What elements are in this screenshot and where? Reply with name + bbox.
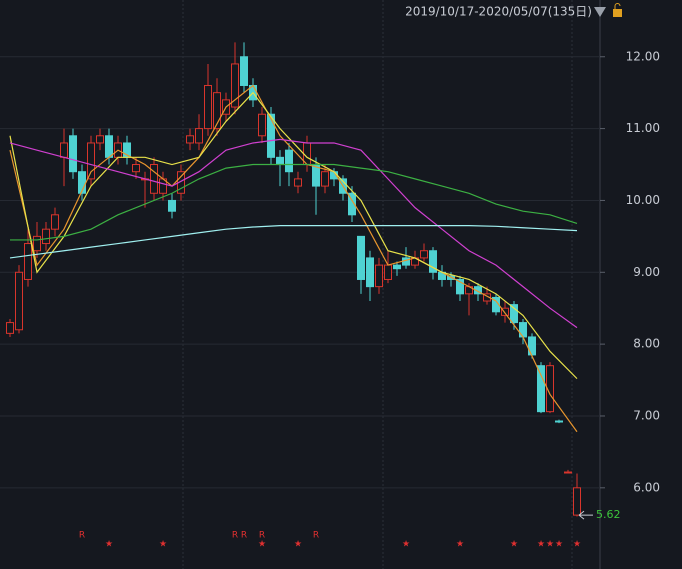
- candle-body: [69, 135, 77, 173]
- candle-body: [366, 257, 374, 288]
- candle-body: [357, 235, 365, 280]
- candle-body: [546, 365, 554, 413]
- signal-marker: ★: [546, 540, 554, 550]
- candle-body: [87, 142, 95, 180]
- signal-marker: ★: [573, 540, 581, 550]
- y-tick-label: 9.00: [633, 265, 660, 279]
- candle-body: [60, 142, 68, 158]
- signal-marker: ★: [510, 540, 518, 550]
- candle-body: [240, 56, 248, 86]
- candle-body: [429, 250, 437, 273]
- candle-body: [96, 135, 104, 144]
- signal-marker: ★: [294, 540, 302, 550]
- candle-body: [321, 171, 329, 187]
- candle-body: [348, 192, 356, 216]
- signal-marker: R: [313, 531, 319, 541]
- candle-body: [501, 307, 509, 316]
- candle-body: [195, 128, 203, 144]
- y-tick-label: 11.00: [626, 121, 660, 135]
- signal-marker: R: [241, 531, 247, 541]
- candle-body: [456, 278, 464, 295]
- candle-body: [537, 365, 545, 413]
- y-tick-label: 8.00: [633, 337, 660, 351]
- candle-body: [105, 135, 113, 158]
- signal-marker: ★: [159, 540, 167, 550]
- candle-body: [510, 304, 518, 324]
- moving-average: [9, 84, 578, 433]
- candle-body: [384, 264, 392, 280]
- signal-marker: ★: [456, 540, 464, 550]
- moving-average: [9, 138, 578, 329]
- candle-body: [186, 135, 194, 144]
- candle-body: [204, 84, 212, 130]
- moving-average: [10, 163, 578, 241]
- signal-marker: ★: [105, 540, 113, 550]
- y-tick-label: 6.00: [633, 480, 660, 494]
- signal-marker: R: [232, 531, 238, 541]
- last-price: 5.62: [596, 508, 621, 521]
- candle-body: [285, 149, 293, 173]
- candle-body: [15, 271, 23, 331]
- candle-body: [168, 199, 176, 212]
- candle-body: [258, 113, 266, 137]
- candle-body: [42, 228, 50, 245]
- candle-body: [24, 243, 32, 280]
- signal-marker: R: [79, 531, 85, 541]
- y-tick-label: 12.00: [626, 49, 660, 63]
- lock-icon[interactable]: [613, 9, 622, 17]
- candle-body: [51, 214, 59, 230]
- range-label[interactable]: 2019/10/17-2020/05/07(135日): [405, 5, 592, 19]
- signal-marker: R: [259, 531, 265, 541]
- candle-body: [132, 164, 140, 173]
- candle-body: [564, 471, 572, 474]
- candle-body: [33, 235, 41, 252]
- candle-body: [519, 322, 527, 338]
- candle-body: [231, 63, 239, 108]
- candle-body: [213, 92, 221, 130]
- candle-body: [294, 178, 302, 187]
- candle-body: [6, 322, 14, 334]
- candle-body: [555, 420, 563, 423]
- candle-body: [267, 113, 275, 158]
- candle-body: [375, 264, 383, 288]
- candle-body: [276, 156, 284, 166]
- signal-marker: ★: [537, 540, 545, 550]
- lock-shackle: [614, 3, 621, 9]
- signal-marker: ★: [258, 540, 266, 550]
- dropdown-icon[interactable]: [594, 7, 606, 17]
- candle-body: [420, 250, 428, 259]
- candle-body: [573, 487, 581, 516]
- candle-body: [393, 264, 401, 270]
- signal-marker: ★: [402, 540, 410, 550]
- moving-average: [9, 224, 578, 259]
- candle-body: [492, 296, 500, 313]
- y-tick-label: 7.00: [633, 408, 660, 422]
- signal-marker: ★: [555, 540, 563, 550]
- moving-average: [9, 91, 578, 380]
- y-tick-label: 10.00: [626, 193, 660, 207]
- candle-body: [150, 164, 158, 194]
- price-arrow: [578, 510, 593, 520]
